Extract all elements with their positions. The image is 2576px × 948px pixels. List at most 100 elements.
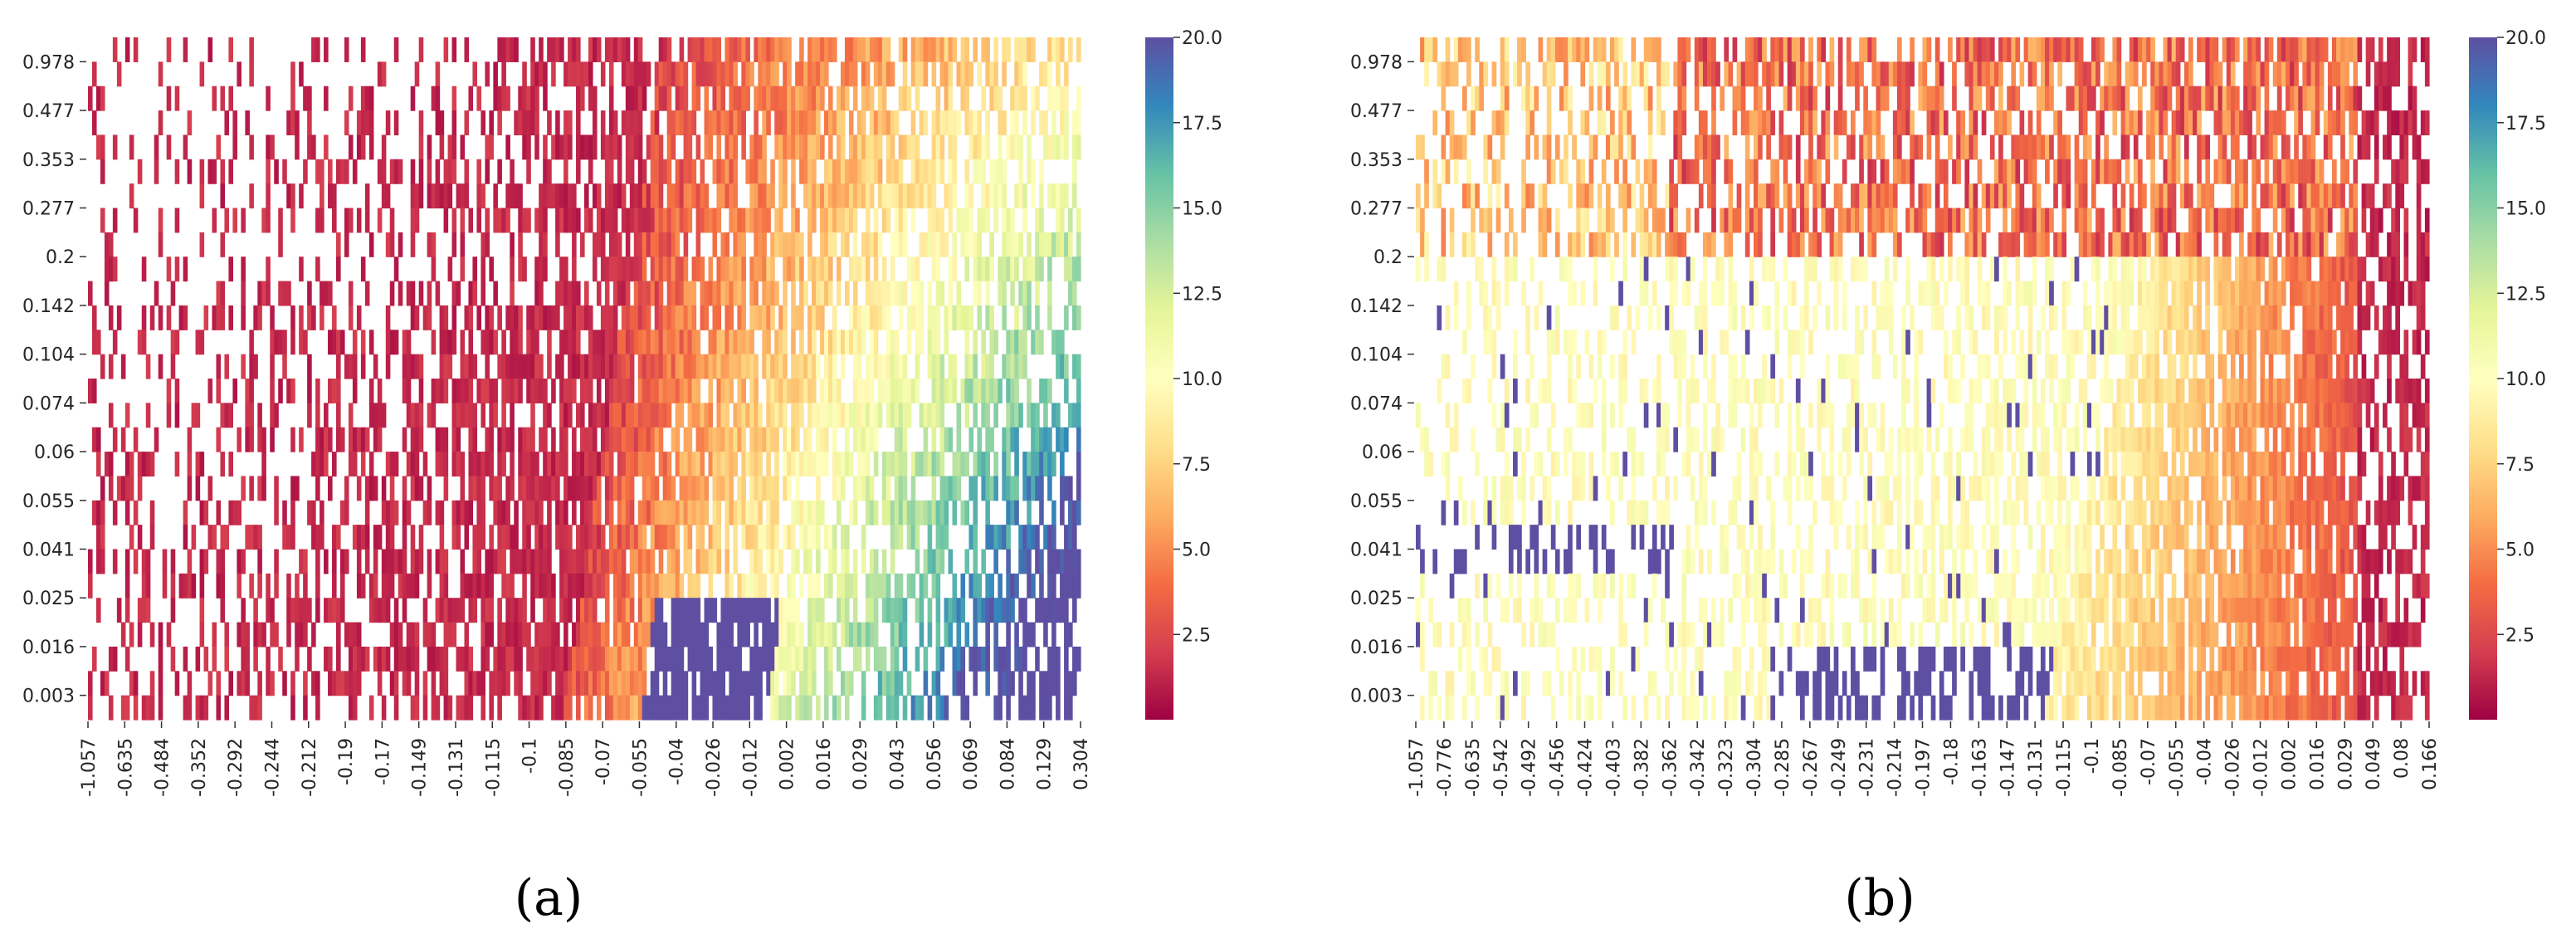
- heatmap-cell: [402, 500, 407, 525]
- heatmap-cell: [1910, 134, 1915, 160]
- heatmap-cell: [1956, 110, 1961, 136]
- heatmap-cell: [2133, 110, 2139, 136]
- heatmap-cell: [633, 403, 639, 428]
- heatmap-cell: [2209, 37, 2215, 62]
- heatmap-cell: [207, 159, 213, 184]
- heatmap-cell: [919, 110, 925, 136]
- heatmap-cell: [468, 427, 474, 452]
- heatmap-cell: [237, 500, 242, 525]
- heatmap-cell: [1060, 598, 1065, 623]
- heatmap-cell: [629, 646, 635, 672]
- heatmap-cell: [199, 61, 205, 87]
- heatmap-cell: [836, 330, 842, 355]
- heatmap-cell: [1027, 37, 1032, 62]
- heatmap-cell: [848, 500, 854, 525]
- heatmap-cell: [1817, 159, 1822, 184]
- heatmap-cell: [385, 330, 391, 355]
- heatmap-cell: [981, 183, 986, 209]
- heatmap-cell: [2336, 86, 2341, 111]
- heatmap-cell: [418, 549, 424, 574]
- heatmap-cell: [729, 134, 734, 160]
- heatmap-cell: [754, 37, 759, 62]
- heatmap-cell: [1707, 61, 1712, 87]
- heatmap-cell: [203, 549, 209, 574]
- heatmap-cell: [1799, 183, 1805, 209]
- heatmap-cell: [481, 330, 485, 355]
- heatmap-cell: [604, 646, 610, 672]
- heatmap-cell: [2193, 110, 2198, 136]
- heatmap-cell: [100, 86, 105, 111]
- heatmap-cell: [873, 281, 879, 306]
- heatmap-cell: [352, 671, 358, 696]
- heatmap-cell: [762, 305, 767, 330]
- heatmap-cell: [510, 183, 515, 209]
- heatmap-cell: [530, 379, 535, 403]
- heatmap-cell: [497, 208, 502, 233]
- heatmap-cell: [1068, 500, 1073, 525]
- heatmap-cell: [2003, 159, 2008, 184]
- heatmap-cell: [1564, 134, 1569, 160]
- heatmap-cell: [852, 208, 858, 233]
- heatmap-cell: [1711, 134, 1716, 160]
- heatmap-cell: [724, 476, 730, 501]
- heatmap-cell: [952, 232, 958, 257]
- heatmap-cell: [1072, 110, 1077, 136]
- heatmap-cell: [447, 330, 453, 355]
- heatmap-cell: [977, 134, 982, 160]
- heatmap-cell: [1010, 671, 1015, 696]
- heatmap-cell: [650, 500, 656, 525]
- heatmap-cell: [2234, 86, 2240, 111]
- heatmap-cell: [510, 452, 515, 477]
- heatmap-cell: [1027, 305, 1032, 330]
- heatmap-cell: [869, 476, 875, 501]
- heatmap-cell: [1989, 61, 1995, 87]
- heatmap-cell: [989, 476, 994, 501]
- heatmap-cell: [865, 427, 871, 452]
- heatmap-cell: [237, 671, 242, 696]
- heatmap-cell: [1812, 86, 1817, 111]
- heatmap-cell: [973, 379, 978, 403]
- heatmap-cell: [2412, 86, 2417, 111]
- heatmap-cell: [1702, 37, 1708, 62]
- heatmap-cell: [1039, 598, 1044, 623]
- heatmap-cell: [385, 500, 391, 525]
- heatmap-cell: [195, 403, 201, 428]
- heatmap-cell: [539, 573, 544, 599]
- heatmap-cell: [700, 183, 705, 209]
- heatmap-cell: [927, 330, 933, 355]
- heatmap-cell: [320, 525, 324, 550]
- heatmap-cell: [890, 330, 895, 355]
- heatmap-cell: [869, 159, 875, 184]
- heatmap-cell: [637, 159, 643, 184]
- heatmap-cell: [489, 671, 494, 696]
- heatmap-cell: [1047, 134, 1052, 160]
- heatmap-cell: [799, 452, 804, 477]
- heatmap-cell: [960, 232, 966, 257]
- heatmap-cell: [733, 110, 738, 136]
- heatmap-cell: [778, 208, 783, 233]
- heatmap-cell: [320, 281, 324, 306]
- heatmap-cell: [977, 573, 982, 599]
- heatmap-cell: [439, 573, 445, 599]
- heatmap-cell: [927, 354, 933, 379]
- heatmap-cell: [608, 379, 614, 403]
- heatmap-cell: [712, 500, 718, 525]
- heatmap-cell: [671, 208, 676, 233]
- heatmap-cell: [700, 549, 705, 574]
- heatmap-cell: [1010, 86, 1015, 111]
- heatmap-cell: [2420, 37, 2426, 62]
- heatmap-cell: [328, 379, 333, 403]
- heatmap-cell: [608, 61, 614, 87]
- heatmap-cell: [431, 379, 437, 403]
- heatmap-cell: [708, 671, 714, 696]
- heatmap-cell: [865, 476, 871, 501]
- heatmap-cell: [212, 305, 217, 330]
- heatmap-cell: [861, 379, 866, 403]
- heatmap-cell: [564, 208, 568, 233]
- heatmap-cell: [683, 61, 689, 87]
- heatmap-cell: [956, 476, 962, 501]
- heatmap-cell: [621, 452, 627, 477]
- heatmap-cell: [1749, 110, 1754, 136]
- heatmap-cell: [608, 232, 614, 257]
- heatmap-cell: [584, 305, 589, 330]
